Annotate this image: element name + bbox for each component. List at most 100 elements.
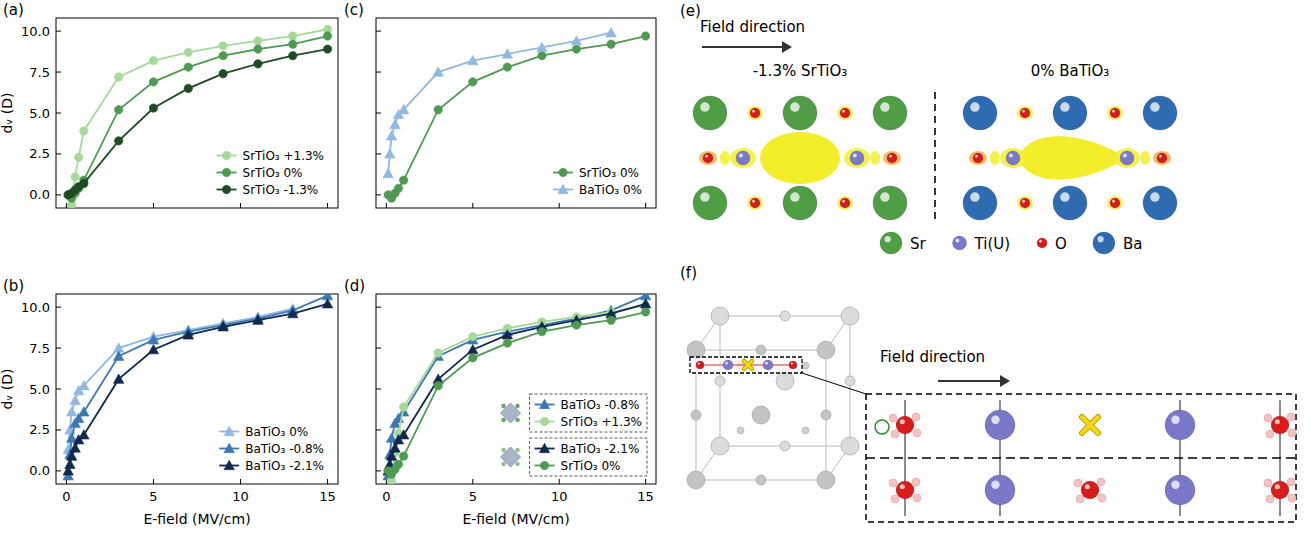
o-atom-body (750, 198, 760, 208)
a-site-atom-body (1143, 96, 1177, 130)
y-tick (56, 72, 61, 73)
legend-icon (501, 447, 521, 467)
series-line (68, 29, 327, 204)
legend-atom-body (953, 236, 967, 250)
data-point (184, 48, 192, 56)
legend-entry: SrTiO₃ 0% (217, 166, 303, 180)
series-line (388, 305, 646, 480)
series-line (388, 296, 646, 476)
x-tick (472, 203, 473, 208)
y-tick (56, 470, 61, 471)
data-point (79, 407, 89, 416)
o-atom-shine (889, 155, 892, 158)
a-site-atom (783, 96, 817, 130)
arrow-head (1000, 375, 1010, 387)
charge-lobe (1017, 196, 1033, 210)
data-point (572, 45, 580, 53)
displaced-o (1266, 430, 1274, 438)
x-tick (645, 203, 646, 208)
o-atom-shine (1275, 419, 1280, 424)
data-point (398, 105, 408, 114)
legend-marker (540, 461, 548, 469)
a-site-atom (963, 186, 997, 220)
x-tick-label: 5 (149, 489, 157, 504)
data-point (538, 51, 546, 59)
charge-lobe (1153, 151, 1171, 165)
series-line (68, 49, 327, 195)
a-site-atom-body (1053, 186, 1087, 220)
legend-label: BaTiO₃ -2.1% (245, 459, 324, 473)
o-atom (1271, 416, 1289, 434)
data-point (79, 430, 89, 439)
ti-atom (723, 360, 733, 370)
o-atom-shine (900, 419, 905, 424)
legend-entry: BaTiO₃ -0.8% (535, 398, 640, 412)
legend-marker (558, 184, 568, 193)
charge-lobe (969, 151, 987, 165)
data-point (184, 84, 192, 92)
data-point (80, 179, 88, 187)
x-tick-label: 15 (319, 489, 336, 504)
divider (934, 92, 936, 222)
a-site-atom (1053, 186, 1087, 220)
a-site-atom (1053, 96, 1087, 130)
o-atom-shine (900, 484, 905, 489)
y-tick (376, 72, 381, 73)
y-tick (376, 113, 381, 114)
charge-lobe (1107, 106, 1123, 120)
data-point (289, 40, 297, 48)
displaced-o (891, 430, 899, 438)
lattice-atom (841, 307, 859, 325)
o-atom-shine (1085, 484, 1090, 489)
data-group (63, 294, 333, 480)
ti-atom-shine (765, 362, 768, 365)
data-point (606, 28, 616, 37)
a-site-atom-body (963, 96, 997, 130)
series-line (388, 36, 646, 198)
panel-label: (d) (344, 277, 365, 295)
ti-atom-shine (853, 154, 857, 158)
displaced-o (1287, 478, 1295, 486)
a-site-atom-body (1143, 186, 1177, 220)
data-point (148, 344, 158, 353)
legend-label: BaTiO₃ 0% (245, 425, 308, 439)
a-site-atom-shine (880, 102, 890, 112)
data-point (607, 40, 615, 48)
panel-e: (e)Field direction-1.3% SrTiO₃0% BaTiO₃S… (680, 2, 1177, 254)
legend: BaTiO₃ 0% BaTiO₃ -0.8% BaTiO₃ -2.1% (219, 425, 324, 473)
lattice-atom (691, 410, 701, 420)
o-atom (1020, 198, 1030, 208)
a-site-atom-body (693, 186, 727, 220)
a-site-atom-shine (1150, 102, 1160, 112)
ti-atom-body (985, 410, 1015, 440)
legend: SrTiO₃ 0%BaTiO₃ 0% (553, 166, 642, 197)
o-atom (1157, 153, 1167, 163)
lattice-atom (802, 362, 809, 369)
data-point (219, 69, 227, 77)
o-atom-body (1020, 198, 1030, 208)
displaced-o (912, 478, 920, 486)
ti-atom-shine (739, 154, 743, 158)
panel-label: (c) (344, 1, 364, 19)
o-atom-shine (705, 155, 708, 158)
structure-title: 0% BaTiO₃ (1031, 62, 1110, 80)
x-tick (386, 203, 387, 208)
charge-lobe (747, 196, 763, 210)
legend-label: BaTiO₃ -0.8% (245, 442, 324, 456)
legend-entry: SrTiO₃ 0% (553, 166, 639, 180)
y-tick (56, 348, 61, 349)
data-point (253, 315, 263, 324)
legend-marker (224, 460, 234, 469)
data-point (640, 299, 650, 308)
legend-marker (222, 151, 230, 159)
zoom-line (802, 373, 866, 394)
cross (1082, 417, 1098, 433)
displaced-o (913, 494, 921, 502)
ti-atom-shine (1009, 154, 1013, 158)
o-atom-shine (752, 110, 755, 113)
ti-atom-body (1165, 475, 1195, 505)
lattice-atom (845, 376, 855, 386)
x-axis-title: E-field (MV/cm) (143, 511, 250, 527)
a-site-atom-shine (970, 102, 980, 112)
legend-label: SrTiO₃ 0% (243, 166, 303, 180)
